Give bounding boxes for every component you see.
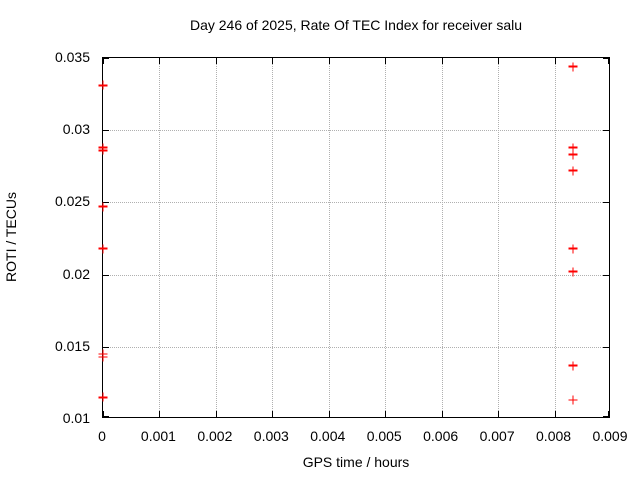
data-point-marker bbox=[98, 392, 108, 402]
y-tick-mark bbox=[603, 202, 609, 204]
data-point-marker bbox=[568, 361, 578, 371]
y-tick-mark bbox=[603, 346, 609, 348]
y-tick-mark bbox=[103, 202, 109, 204]
x-gridline bbox=[328, 58, 330, 417]
y-tick-label: 0.02 bbox=[62, 265, 90, 282]
y-tick-mark bbox=[103, 58, 109, 59]
x-tick-label: 0.007 bbox=[479, 428, 515, 444]
data-point-marker bbox=[568, 395, 578, 405]
data-point-marker bbox=[568, 143, 578, 153]
x-gridline bbox=[385, 58, 387, 417]
x-tick-mark bbox=[554, 58, 556, 64]
y-gridline bbox=[103, 346, 609, 348]
x-gridline bbox=[159, 58, 161, 417]
x-gridline bbox=[272, 58, 274, 417]
x-tick-mark bbox=[159, 411, 161, 417]
x-tick-label: 0.002 bbox=[197, 428, 233, 444]
x-tick-mark bbox=[385, 58, 387, 64]
x-gridline bbox=[441, 58, 443, 417]
y-gridline bbox=[103, 274, 609, 276]
y-tick-mark bbox=[103, 274, 109, 276]
x-tick-mark bbox=[215, 58, 217, 64]
data-point-marker bbox=[98, 80, 108, 90]
y-tick-label: 0.015 bbox=[54, 337, 90, 354]
x-tick-label: 0.003 bbox=[253, 428, 289, 444]
x-tick-label: 0.005 bbox=[366, 428, 402, 444]
y-tick-label: 0.01 bbox=[62, 410, 90, 426]
x-tick-mark bbox=[328, 411, 330, 417]
x-gridline bbox=[215, 58, 217, 417]
x-tick-mark bbox=[159, 58, 161, 64]
data-point-marker bbox=[98, 202, 108, 212]
data-point-marker bbox=[98, 145, 108, 155]
y-tick-label: 0.025 bbox=[54, 193, 90, 210]
y-tick-mark bbox=[103, 130, 109, 132]
x-tick-label: 0 bbox=[98, 428, 106, 444]
x-tick-mark bbox=[103, 58, 104, 64]
x-tick-mark bbox=[498, 411, 500, 417]
x-tick-mark bbox=[441, 411, 443, 417]
data-point-marker bbox=[568, 166, 578, 176]
y-tick-label: 0.035 bbox=[54, 49, 90, 65]
x-tick-mark bbox=[328, 58, 330, 64]
x-tick-mark bbox=[103, 411, 104, 417]
x-tick-label: 0.001 bbox=[140, 428, 176, 444]
x-gridline bbox=[554, 58, 556, 417]
data-point-marker bbox=[98, 352, 108, 362]
chart-title: Day 246 of 2025, Rate Of TEC Index for r… bbox=[189, 17, 523, 33]
y-tick-mark bbox=[103, 416, 109, 417]
y-tick-mark bbox=[603, 58, 609, 59]
x-tick-mark bbox=[215, 411, 217, 417]
y-gridline bbox=[103, 202, 609, 204]
x-tick-mark bbox=[608, 411, 609, 417]
x-tick-mark bbox=[498, 58, 500, 64]
y-tick-mark bbox=[603, 130, 609, 132]
y-tick-mark bbox=[103, 346, 109, 348]
x-tick-mark bbox=[272, 58, 274, 64]
data-point-marker bbox=[568, 62, 578, 72]
data-point-marker bbox=[568, 244, 578, 254]
x-gridline bbox=[498, 58, 500, 417]
y-tick-label: 0.03 bbox=[62, 121, 90, 138]
y-tick-mark bbox=[603, 416, 609, 417]
x-tick-mark bbox=[441, 58, 443, 64]
data-point-marker bbox=[568, 150, 578, 160]
y-gridline bbox=[103, 130, 609, 132]
y-tick-mark bbox=[603, 274, 609, 276]
data-point-marker bbox=[568, 267, 578, 277]
x-tick-mark bbox=[272, 411, 274, 417]
plot-area bbox=[98, 57, 610, 418]
x-axis-label: GPS time / hours bbox=[302, 454, 410, 470]
data-point-marker bbox=[98, 244, 108, 254]
x-tick-mark bbox=[385, 411, 387, 417]
x-tick-label: 0.006 bbox=[423, 428, 459, 444]
x-tick-label: 0.008 bbox=[536, 428, 572, 444]
x-tick-mark bbox=[608, 58, 609, 64]
x-tick-label: 0.004 bbox=[310, 428, 346, 444]
x-tick-mark bbox=[554, 411, 556, 417]
x-tick-label: 0.009 bbox=[592, 428, 628, 444]
